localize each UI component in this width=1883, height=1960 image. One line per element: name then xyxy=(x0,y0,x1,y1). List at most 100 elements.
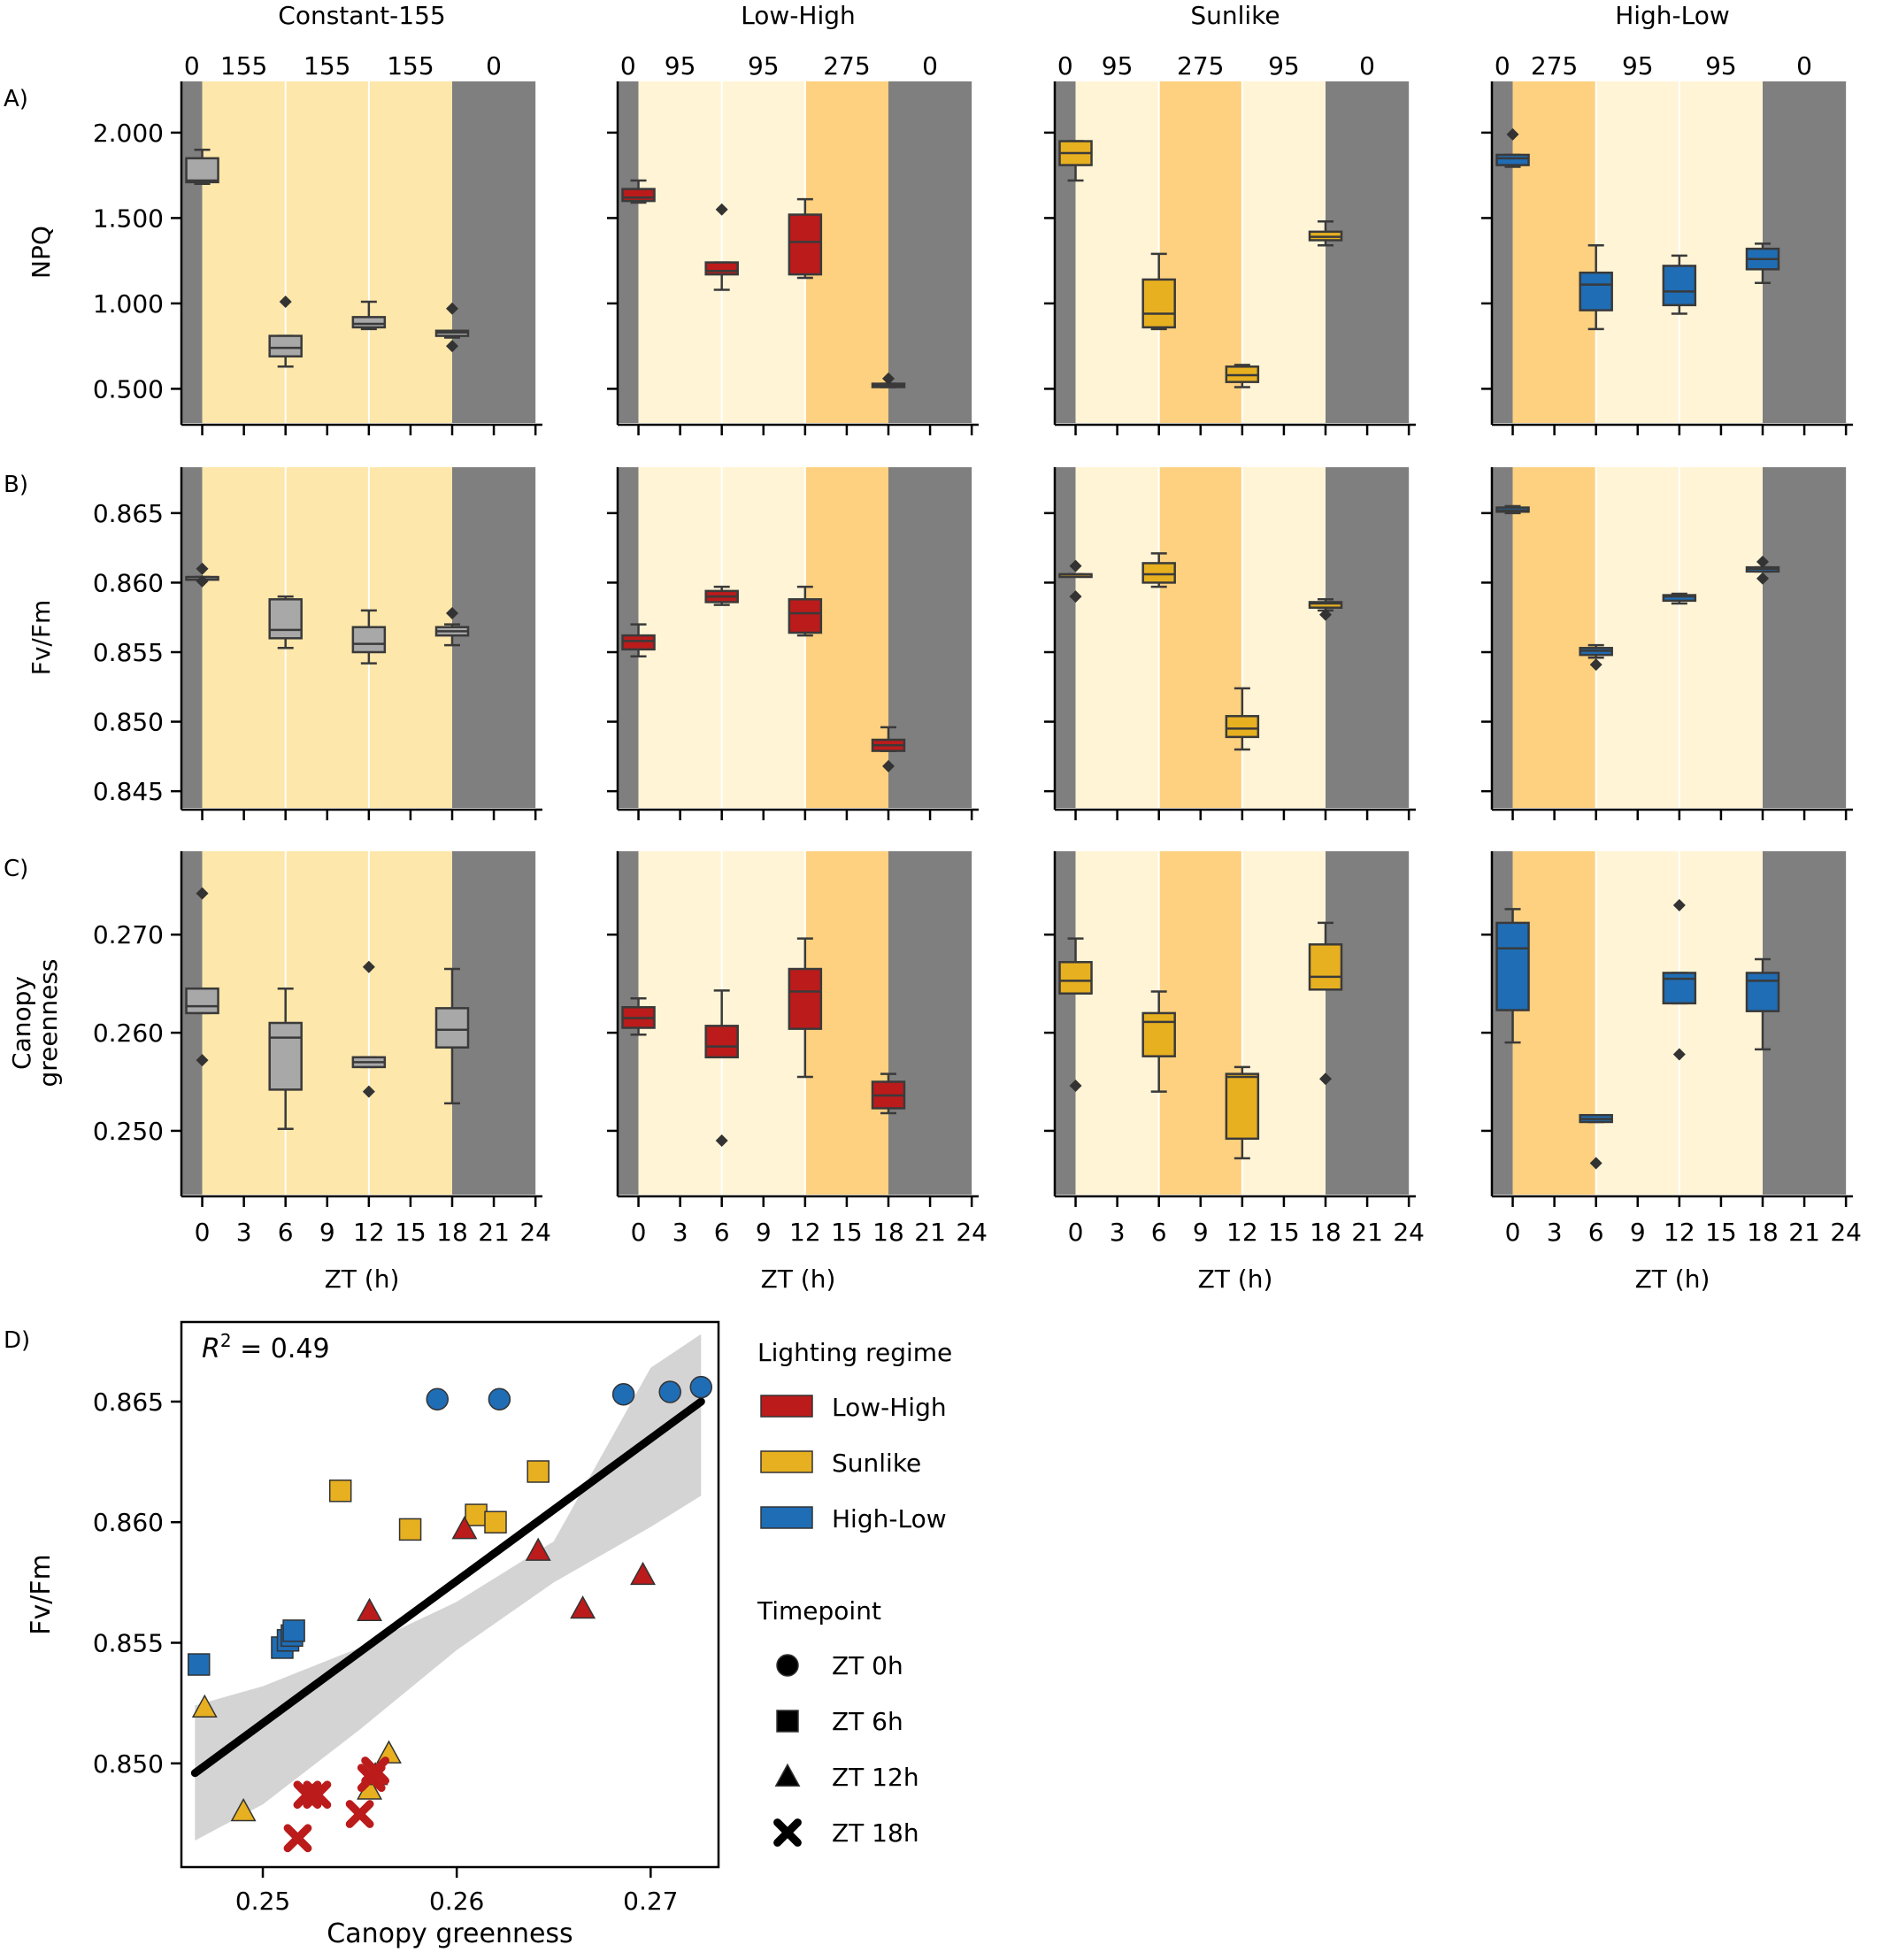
box-12 xyxy=(1225,1065,1260,1160)
box xyxy=(185,157,219,184)
data-point xyxy=(488,1387,511,1410)
outlier xyxy=(882,759,895,772)
box-18 xyxy=(1745,957,1780,1051)
outlier xyxy=(1319,1072,1332,1086)
light-segment xyxy=(1492,467,1513,808)
regression-line xyxy=(190,1397,705,1778)
intensity-label: 0 xyxy=(184,51,200,81)
y-tick-label: 0.865 xyxy=(93,499,164,528)
panel-Low-High xyxy=(607,81,979,435)
box-18 xyxy=(1745,555,1780,585)
light-segment xyxy=(1158,467,1242,808)
box xyxy=(1579,271,1613,311)
x-tick-label: 12 xyxy=(353,1218,385,1247)
box-18 xyxy=(871,372,906,388)
x-tick-label: 6 xyxy=(714,1218,730,1247)
y-axis-label: NPQ xyxy=(27,226,56,279)
box-18 xyxy=(1308,921,1343,1086)
x-axis-label: ZT (h) xyxy=(761,1264,836,1294)
outlier xyxy=(196,887,209,900)
intensity-label: 95 xyxy=(1268,51,1300,81)
light-segment xyxy=(1055,467,1076,808)
box-18 xyxy=(1745,242,1780,284)
data-point xyxy=(361,1756,390,1785)
y-axis-label: Fv/Fm xyxy=(26,1554,57,1635)
y-axis-label: greenness xyxy=(34,958,63,1087)
light-segment xyxy=(1512,851,1596,1195)
box xyxy=(621,634,656,651)
y-tick-label: 0.250 xyxy=(93,1117,164,1146)
legend-title: Lighting regime xyxy=(757,1338,952,1367)
y-tick-label: 0.860 xyxy=(93,1508,164,1537)
box xyxy=(268,334,303,357)
light-segment xyxy=(1241,467,1326,808)
box xyxy=(351,626,387,654)
panel-Low-High: 0 3 6 9 12 15 18 21 24 ZT (h) xyxy=(607,851,988,1294)
row-label: C) xyxy=(4,856,28,882)
x-tick-label: 15 xyxy=(831,1218,863,1247)
legend-entry: ZT 6h xyxy=(832,1707,903,1736)
x-stroke xyxy=(303,1780,332,1810)
y-tick-label: 0.865 xyxy=(93,1387,164,1417)
box-12 xyxy=(788,937,823,1079)
box-6 xyxy=(704,989,739,1148)
outlier xyxy=(446,340,458,353)
data-point xyxy=(230,1797,257,1822)
box-6 xyxy=(1579,1113,1613,1170)
box xyxy=(351,316,387,329)
light-segment xyxy=(1492,851,1513,1195)
box xyxy=(1141,1011,1176,1057)
box-6 xyxy=(268,987,303,1130)
light-segment xyxy=(1595,851,1679,1195)
box-12 xyxy=(351,960,387,1098)
data-point xyxy=(465,1503,488,1526)
box-6 xyxy=(704,585,739,606)
light-segment xyxy=(452,81,536,423)
data-point xyxy=(345,1800,374,1828)
box-0 xyxy=(185,148,219,186)
intensity-label: 155 xyxy=(220,51,267,81)
x-tick-label: 0 xyxy=(1505,1218,1521,1247)
box-0 xyxy=(621,179,656,204)
light-segment xyxy=(181,467,203,808)
x-stroke xyxy=(283,1824,312,1853)
box-12 xyxy=(788,197,823,280)
box-12 xyxy=(788,585,823,637)
data-point xyxy=(357,1597,383,1622)
outlier xyxy=(1589,1157,1602,1170)
box-12 xyxy=(1225,687,1260,751)
x-tick-label: 0.26 xyxy=(429,1887,484,1916)
outlier xyxy=(1672,898,1686,911)
legend-marker xyxy=(776,1710,799,1733)
light-segment xyxy=(1512,81,1596,423)
box-18 xyxy=(434,607,470,647)
box xyxy=(788,598,823,634)
scatter-panel: D) 0.25 0.26 0.27 0.850 0.855 0.860 0.865 Canopy… xyxy=(4,1320,720,1949)
light-segment xyxy=(1595,81,1679,423)
light-segment xyxy=(1241,851,1326,1195)
y-tick-label: 0.850 xyxy=(93,1749,164,1779)
outlier xyxy=(196,1054,209,1067)
panel-Sunlike: 0 3 6 9 12 15 18 21 24 ZT (h) xyxy=(1044,851,1425,1294)
box xyxy=(1225,1072,1260,1141)
row-label: A) xyxy=(4,86,28,112)
x-tick-label: 18 xyxy=(1310,1218,1341,1247)
panel-Low-High xyxy=(607,467,979,820)
x-tick-label: 0 xyxy=(631,1218,647,1247)
box-0 xyxy=(1495,504,1530,515)
outlier xyxy=(1756,555,1769,568)
box xyxy=(1662,972,1697,1005)
light-segment xyxy=(618,81,639,423)
data-point xyxy=(283,1824,312,1853)
y-axis-label: Canopy xyxy=(7,976,36,1070)
plot-frame xyxy=(180,1320,720,1869)
x-stroke xyxy=(345,1800,374,1828)
data-point xyxy=(484,1510,507,1533)
outlier xyxy=(446,302,458,315)
box-18 xyxy=(871,726,906,772)
data-point xyxy=(328,1480,352,1503)
y-tick-label: 0.845 xyxy=(93,777,164,806)
x-tick-label: 24 xyxy=(1393,1218,1425,1247)
light-segment xyxy=(1075,81,1159,423)
light-segment xyxy=(1512,467,1596,808)
